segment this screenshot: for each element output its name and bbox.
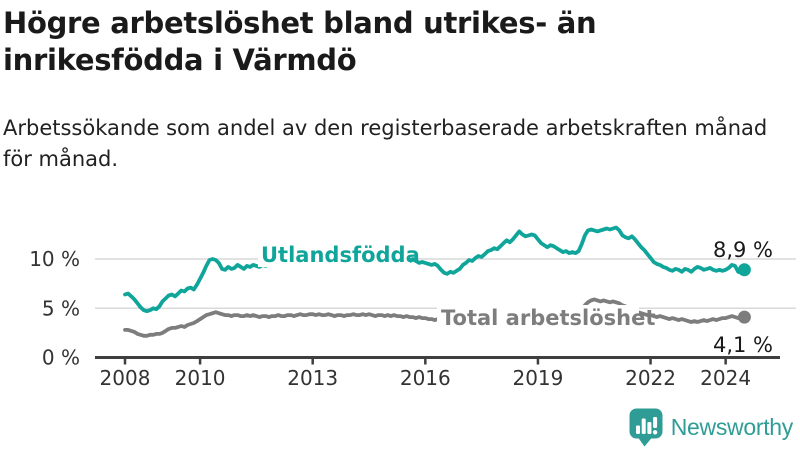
- utlandsfodda-label: Utlandsfödda: [261, 243, 420, 267]
- chart-area: 0 % 5 % 10 % Utlandsfödda Total arbetslösh…: [0, 195, 800, 400]
- total-end-value: 4,1 %: [713, 333, 773, 357]
- gridlines: [95, 258, 796, 309]
- page-title: Högre arbetslöshet bland utrikes- än inri…: [3, 5, 643, 79]
- y-axis-labels: 0 % 5 % 10 %: [29, 247, 80, 370]
- utlandsfodda-line: [123, 225, 747, 314]
- total-label: Total arbetslöshet: [441, 306, 655, 330]
- newsworthy-logo[interactable]: Newsworthy: [629, 408, 793, 447]
- x-tick-label-2010: 2010: [175, 366, 226, 390]
- utlandsfodda-end-dot: [737, 263, 751, 277]
- newsworthy-icon: [629, 408, 663, 447]
- y-tick-label-10: 10 %: [29, 247, 80, 271]
- x-tick-label-2008: 2008: [100, 366, 151, 390]
- utlandsfodda-label-halo: [258, 242, 410, 267]
- y-tick-label-0: 0 %: [42, 346, 80, 370]
- x-tick-label-2016: 2016: [400, 366, 451, 390]
- x-tick-label-2024: 2024: [700, 366, 751, 390]
- x-axis-labels: 2008 2010 2013 2016 2019 2022 2024: [100, 366, 752, 390]
- newsworthy-brand-text: Newsworthy: [670, 414, 794, 440]
- total-end-dot: [737, 310, 751, 324]
- y-tick-label-5: 5 %: [42, 296, 80, 320]
- utlandsfodda-end-value: 8,9 %: [713, 238, 773, 262]
- total-label-halo: [437, 305, 639, 330]
- x-tick-label-2022: 2022: [625, 366, 676, 390]
- x-tick-label-2019: 2019: [512, 366, 563, 390]
- x-axis-ticks: [123, 356, 727, 365]
- x-tick-label-2013: 2013: [287, 366, 338, 390]
- chart-subtitle: Arbetssökande som andel av den registerb…: [3, 116, 768, 171]
- title-line-2: inrikesfödda i Värmdö: [3, 43, 357, 77]
- total-line: [123, 297, 747, 338]
- title-line-1: Högre arbetslöshet bland utrikes- än: [3, 6, 597, 40]
- bar-chart-exclamation-glyph: [635, 417, 658, 435]
- chart-svg: 0 % 5 % 10 % Utlandsfödda Total arbetslösh…: [29, 225, 796, 390]
